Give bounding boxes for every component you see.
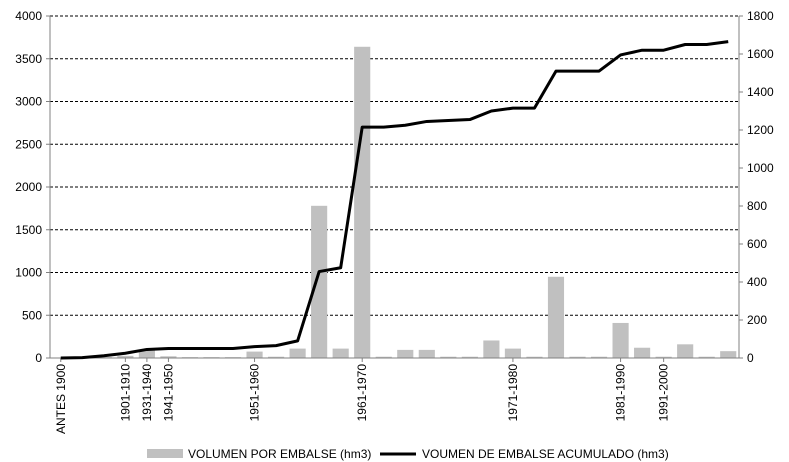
left-tick-label: 500	[22, 308, 42, 322]
bar	[289, 348, 306, 358]
right-axis-ticks: 0 200 400 600 800 1000 1200 1400 1600 1800	[739, 9, 774, 365]
bar	[504, 348, 521, 358]
x-tick-label: 1941-1950	[161, 364, 175, 422]
bar	[418, 349, 435, 358]
left-tick-label: 2500	[15, 137, 42, 151]
left-tick-label: 1000	[15, 266, 42, 280]
bar	[590, 356, 608, 358]
right-tick-label: 600	[747, 237, 767, 251]
bar	[397, 349, 414, 358]
right-tick-label: 1800	[747, 9, 774, 23]
right-tick-label: 200	[747, 313, 767, 327]
bar	[720, 351, 737, 358]
bar	[526, 356, 543, 358]
bar	[375, 356, 392, 358]
left-tick-label: 3000	[15, 95, 42, 109]
bar	[677, 344, 694, 358]
bar	[311, 205, 328, 358]
bar	[569, 356, 586, 358]
bar	[547, 276, 565, 358]
bar	[634, 347, 651, 358]
bar	[655, 356, 672, 358]
left-tick-label: 0	[35, 351, 42, 365]
bar	[612, 322, 629, 358]
right-tick-label: 1200	[747, 123, 774, 137]
bar	[160, 356, 177, 358]
right-tick-label: 1400	[747, 85, 774, 99]
bar	[332, 348, 349, 358]
bar	[483, 340, 500, 358]
bar-series	[52, 46, 737, 358]
x-tick-label: 1951-1960	[248, 364, 262, 422]
legend-label-bar: VOLUMEN POR EMBALSE (hm3)	[188, 447, 371, 461]
legend-swatch-bar	[147, 449, 183, 458]
x-tick-label: 1981-1990	[614, 364, 628, 422]
x-tick-label: 1901-1910	[118, 364, 132, 422]
left-tick-label: 2000	[15, 180, 42, 194]
bar	[698, 356, 715, 358]
x-tick-label: 1931-1940	[140, 364, 154, 422]
x-tick-label: 1971-1980	[506, 364, 520, 422]
left-tick-label: 3500	[15, 52, 42, 66]
left-tick-label: 1500	[15, 223, 42, 237]
x-tick-label: ANTES 1900	[54, 364, 68, 434]
bar	[138, 349, 155, 358]
bar	[461, 356, 478, 358]
right-tick-label: 800	[747, 199, 767, 213]
gridlines	[50, 15, 739, 316]
left-tick-label: 4000	[15, 9, 42, 23]
bar	[354, 46, 371, 358]
legend-label-line: VOUMEN DE EMBALSE ACUMULADO (hm3)	[422, 447, 669, 461]
right-tick-label: 0	[747, 351, 754, 365]
bar	[246, 351, 263, 358]
right-tick-label: 400	[747, 275, 767, 289]
right-tick-label: 1000	[747, 161, 774, 175]
bar	[117, 355, 134, 358]
cumulative-volume-line	[60, 40, 729, 360]
left-axis-ticks: 0 500 1000 1500 2000 2500 3000 3500 4000	[15, 9, 50, 365]
x-tick-label: 1991-2000	[657, 364, 671, 422]
bar	[440, 356, 457, 358]
x-axis-ticks: ANTES 1900 1901-1910 1931-1940 1941-1950 195…	[54, 358, 671, 434]
legend: VOLUMEN POR EMBALSE (hm3) VOUMEN DE EMBA…	[147, 447, 669, 461]
bar	[268, 356, 285, 358]
right-tick-label: 1600	[747, 47, 774, 61]
x-tick-label: 1961-1970	[355, 364, 369, 422]
